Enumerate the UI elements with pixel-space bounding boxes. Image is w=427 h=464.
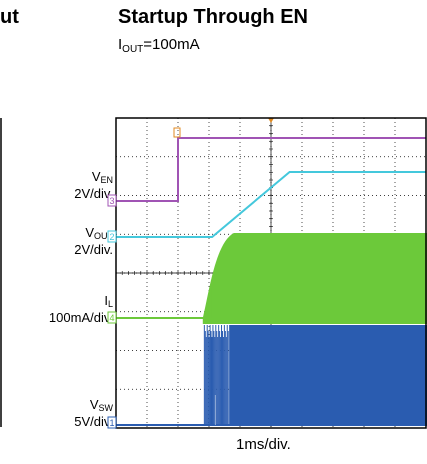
channel-marker-box <box>107 230 117 243</box>
plot-frame <box>115 117 427 429</box>
channel-number: 4 <box>109 313 114 323</box>
vsw-scale: 5V/div. <box>74 414 113 429</box>
ven-trace <box>116 137 426 202</box>
vout-scale: 2V/div. <box>74 242 113 257</box>
ven-scale: 2V/div. <box>74 186 113 201</box>
ven-trigger-flag <box>173 127 181 138</box>
plot-traces <box>115 117 427 429</box>
channel-marker-box <box>107 194 117 207</box>
left-panel-title-fragment: ut <box>0 6 19 28</box>
trigger-marker <box>268 118 274 123</box>
channel-marker-box <box>107 311 117 324</box>
il-label: IL 100mA/div. <box>48 293 113 325</box>
channel-marker-box <box>107 416 117 429</box>
il-envelope <box>202 233 427 324</box>
il-scale: 100mA/div. <box>48 310 113 325</box>
chart-subtitle: IOUT=100mA <box>118 36 200 55</box>
chart-title: Startup Through EN <box>118 6 308 28</box>
vout-trace <box>116 171 426 238</box>
channel-number: 1 <box>109 418 114 428</box>
vout-label: VOUT 2V/div. <box>74 225 113 257</box>
ven-label: VEN 2V/div. <box>74 169 113 201</box>
channel-markers: 3 2 4 1 <box>107 194 117 429</box>
vsw-switching-block <box>229 325 427 425</box>
channel-number: 2 <box>109 232 114 242</box>
vsw-label: VSW 5V/div. <box>74 397 113 429</box>
channel-number: 3 <box>109 196 114 206</box>
time-division-label: 1ms/div. <box>236 436 291 453</box>
